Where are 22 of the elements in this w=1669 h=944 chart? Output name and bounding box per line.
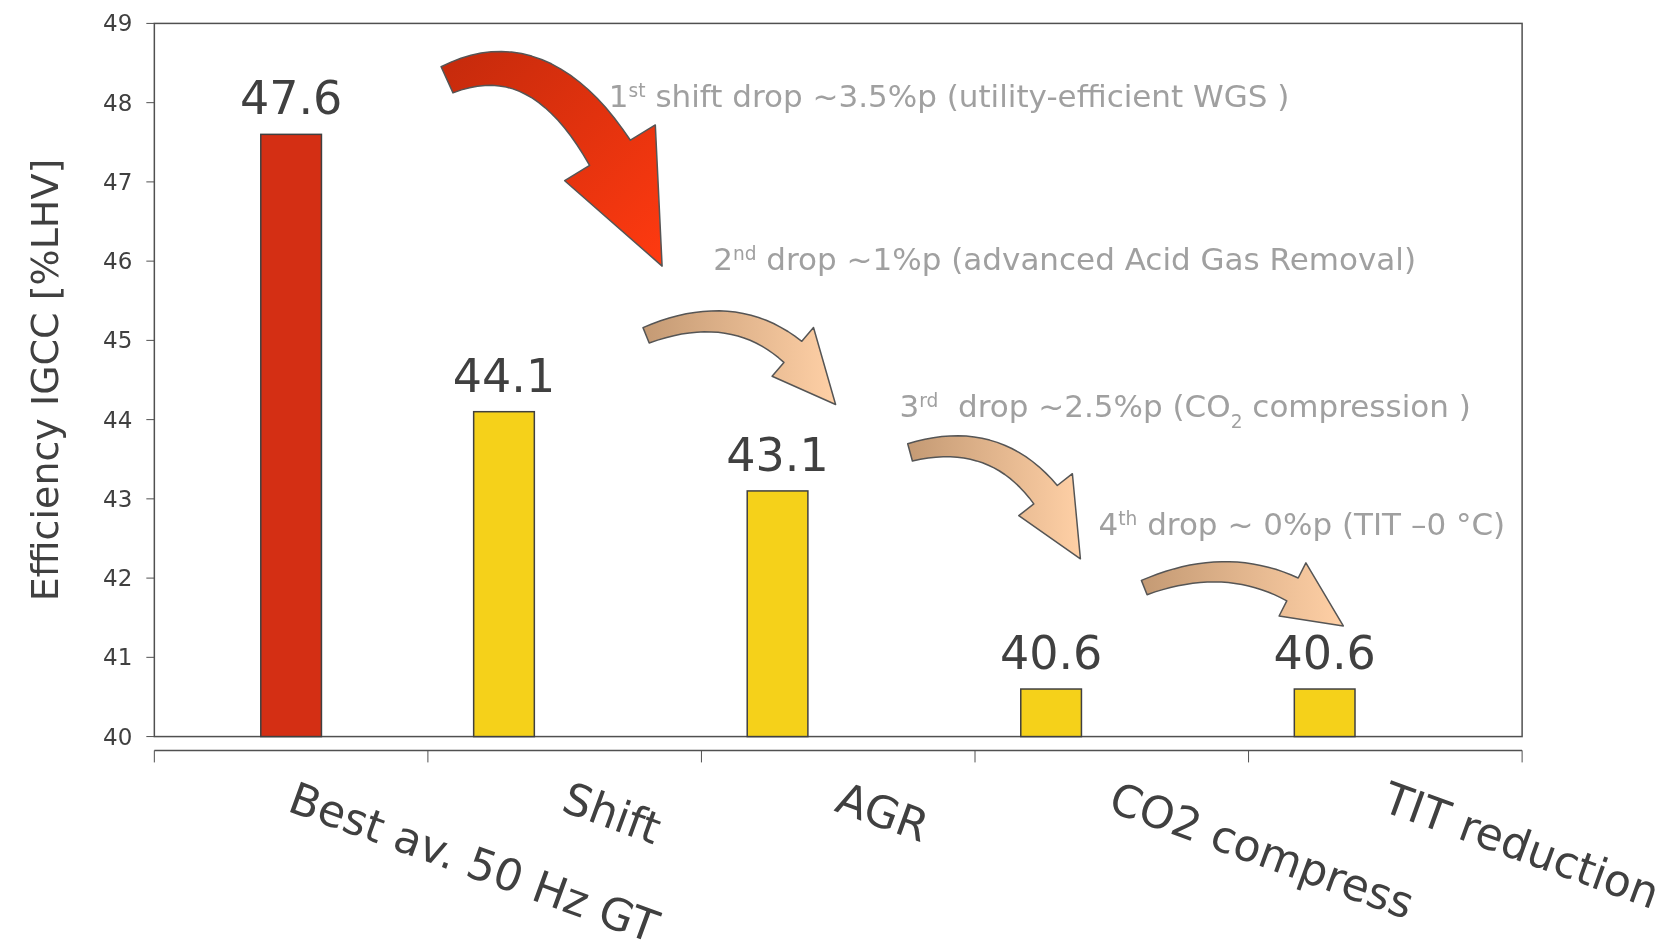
x-tick-label: Shift [556, 771, 668, 855]
data-label: 47.6 [239, 71, 343, 126]
y-tick-label: 47 [103, 168, 133, 195]
y-axis-title: Efficiency IGCC [%LHV] [23, 158, 68, 602]
y-tick-label: 40 [103, 723, 133, 750]
y-tick-label: 49 [103, 10, 133, 37]
y-tick-label: 48 [103, 89, 133, 116]
y-tick-label: 46 [103, 248, 133, 275]
annotation: 1$^{st}$ shift drop ~3.5%p (utility-efficient WGS ) [608, 77, 1290, 114]
data-label: 40.6 [999, 626, 1103, 681]
y-tick-label: 45 [103, 327, 133, 354]
data-label: 44.1 [452, 348, 556, 403]
annotation: 3$^{rd}$ drop ~2.5%p (CO$_{2}$ compression ) [899, 388, 1471, 432]
y-tick-label: 43 [103, 485, 133, 512]
y-tick-label: 42 [103, 565, 133, 592]
data-label: 40.6 [1273, 626, 1376, 681]
annotation: 4$^{th}$ drop ~ 0%p (TIT –0 °C) [1098, 505, 1506, 542]
y-tick-label: 44 [103, 406, 133, 433]
annotation: 2$^{nd}$ drop ~1%p (advanced Acid Gas Removal) [713, 240, 1416, 277]
y-tick-label: 41 [103, 644, 133, 671]
x-tick-label: AGR [829, 771, 936, 852]
data-label: 43.1 [726, 427, 829, 482]
